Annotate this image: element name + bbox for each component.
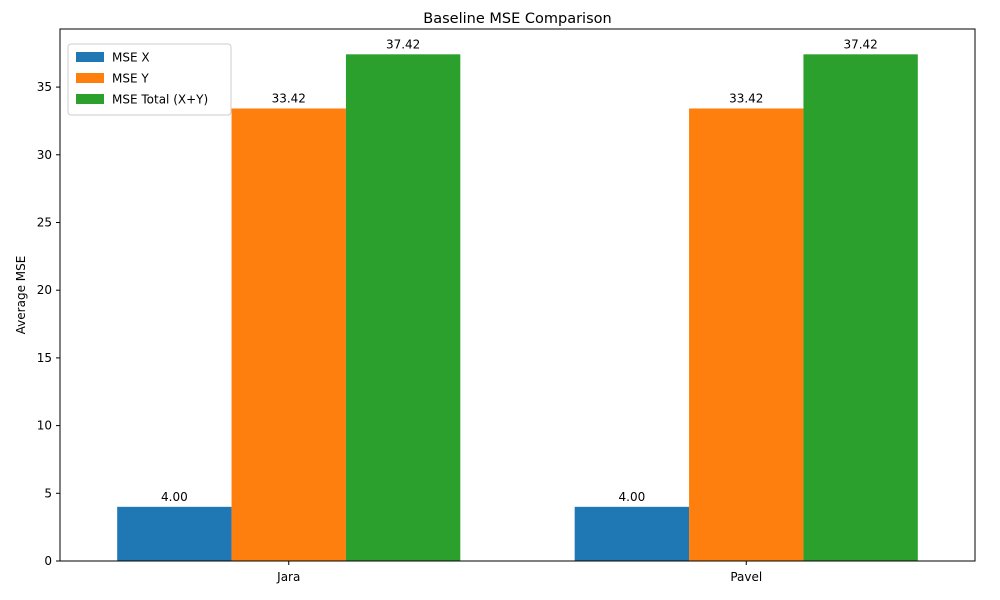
- bars-group: [117, 54, 918, 562]
- legend-swatch: [76, 73, 104, 83]
- x-tick-label: Jara: [276, 570, 300, 584]
- y-tick-label: 15: [37, 351, 52, 365]
- legend-swatch: [76, 52, 104, 62]
- legend-swatch: [76, 94, 104, 104]
- legend: MSE X MSE Y MSE Total (X+Y): [67, 43, 232, 116]
- x-axis: Jara Pavel: [276, 561, 762, 584]
- legend-label: MSE Y: [112, 72, 149, 86]
- y-axis-label: Average MSE: [14, 256, 28, 335]
- y-tick-label: 25: [37, 215, 52, 229]
- data-labels-group: 4.00 4.00 33.42 33.42 37.42 37.42: [161, 37, 878, 504]
- data-label: 4.00: [161, 490, 188, 504]
- y-tick-label: 30: [37, 148, 52, 162]
- data-label: 37.42: [843, 37, 877, 51]
- data-label: 37.42: [386, 37, 420, 51]
- y-tick-label: 5: [44, 486, 52, 500]
- bar-mse-total-x-y--jara: [345, 54, 461, 562]
- x-tick-label: Pavel: [730, 570, 762, 584]
- bar-mse-y-pavel: [689, 108, 804, 561]
- bar-mse-x-jara: [117, 506, 232, 561]
- y-tick-label: 35: [37, 80, 52, 94]
- y-axis: 0 5 10 15 20 25 30 35: [37, 80, 60, 568]
- legend-label: MSE Total (X+Y): [112, 93, 208, 107]
- data-label: 33.42: [729, 91, 763, 105]
- y-tick-label: 20: [37, 283, 52, 297]
- data-label: 33.42: [272, 91, 306, 105]
- legend-label: MSE X: [112, 51, 150, 65]
- y-tick-label: 0: [44, 554, 52, 568]
- legend-box: [67, 43, 232, 116]
- chart-title: Baseline MSE Comparison: [423, 11, 611, 27]
- data-label: 4.00: [619, 490, 646, 504]
- y-tick-label: 10: [37, 419, 52, 433]
- plot-frame: [59, 28, 976, 562]
- bar-mse-x-pavel: [574, 506, 690, 561]
- bar-mse-y-jara: [231, 108, 346, 561]
- bar-mse-total-x-y--pavel: [803, 54, 918, 562]
